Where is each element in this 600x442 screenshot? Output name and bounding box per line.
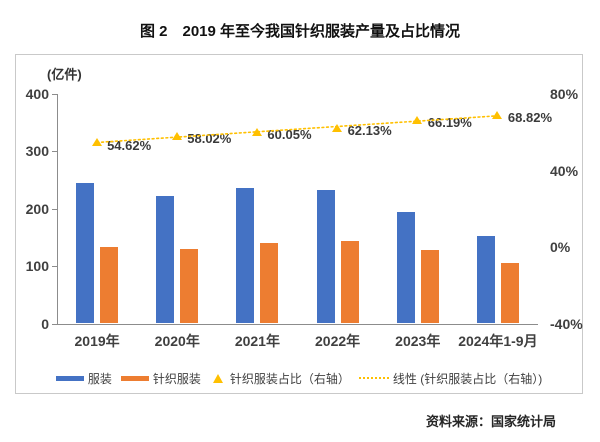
bar-fuzhuang xyxy=(476,236,495,324)
legend-label: 针织服装 xyxy=(152,371,201,386)
bar-zhenzhi-fuzhuang xyxy=(420,250,439,324)
y-axis-tick xyxy=(52,266,57,268)
y-axis-tick xyxy=(52,323,57,325)
legend-item: 针织服装占比（右轴） xyxy=(210,370,350,387)
bar-fuzhuang xyxy=(156,195,175,324)
legend-bar-swatch xyxy=(55,375,84,381)
y-axis-tick xyxy=(52,208,57,210)
bar-zhenzhi-fuzhuang xyxy=(340,240,359,324)
y-axis-line xyxy=(57,94,58,325)
bar-fuzhuang xyxy=(316,190,335,324)
legend-bar-swatch xyxy=(120,375,149,381)
bar-fuzhuang xyxy=(76,182,95,324)
right-axis-tick-label: 0% xyxy=(550,239,571,255)
ratio-triangle-marker xyxy=(332,123,343,132)
x-axis-category-label: 2020年 xyxy=(154,332,200,349)
legend-triangle-icon xyxy=(212,373,223,383)
ratio-data-label: 66.19% xyxy=(427,115,472,131)
ratio-data-label: 58.02% xyxy=(187,131,232,147)
x-axis-category-label: 2023年 xyxy=(395,332,441,349)
ratio-data-label: 60.05% xyxy=(267,127,312,143)
bar-fuzhuang xyxy=(396,212,415,324)
left-axis-unit-label: (亿件) xyxy=(47,67,82,82)
ratio-data-label: 62.13% xyxy=(347,123,392,139)
ratio-triangle-marker xyxy=(91,138,102,147)
legend-dotted-line-swatch xyxy=(358,377,389,379)
ratio-data-label: 68.82% xyxy=(507,110,552,126)
source-note: 资料来源：国家统计局 xyxy=(425,414,556,429)
bar-fuzhuang xyxy=(236,188,255,324)
bar-zhenzhi-fuzhuang xyxy=(180,248,199,324)
legend-label: 针织服装占比（右轴） xyxy=(229,371,350,386)
legend-item: 针织服装 xyxy=(120,370,201,387)
y-axis-tick xyxy=(52,94,57,95)
legend-item: 线性 (针织服装占比（右轴）) xyxy=(358,370,543,387)
right-axis-tick-label: 40% xyxy=(550,162,579,179)
y-axis-tick xyxy=(52,151,57,153)
bar-zhenzhi-fuzhuang xyxy=(260,242,279,324)
bar-zhenzhi-fuzhuang xyxy=(100,246,119,324)
ratio-triangle-marker xyxy=(251,127,262,136)
ratio-triangle-marker xyxy=(171,131,182,140)
y-axis-tick-label: 400 xyxy=(25,86,49,102)
ratio-triangle-marker xyxy=(492,110,503,119)
legend-label: 线性 (针织服装占比（右轴）) xyxy=(392,371,543,386)
x-axis-category-label: 2022年 xyxy=(315,332,361,349)
right-axis-tick-label: -40% xyxy=(550,315,583,332)
chart-area: (亿件) 服装 针织服装 针织服装占比（右轴） 线性 (针织服装占比（右轴）) 400… xyxy=(15,54,583,394)
x-axis-category-label: 2021年 xyxy=(234,332,280,349)
legend-item: 服装 xyxy=(55,370,112,387)
right-axis-tick-label: 80% xyxy=(550,86,579,102)
x-axis-category-label: 2024年1-9月 xyxy=(458,332,538,349)
x-axis-category-label: 2019年 xyxy=(74,332,120,349)
y-axis-tick-label: 200 xyxy=(25,200,49,217)
ratio-triangle-marker xyxy=(412,115,423,124)
x-axis-line xyxy=(57,323,538,325)
legend-label: 服装 xyxy=(87,371,112,386)
y-axis-tick-label: 0 xyxy=(41,315,49,332)
bar-zhenzhi-fuzhuang xyxy=(500,263,519,324)
legend: 服装 针织服装 针织服装占比（右轴） 线性 (针织服装占比（右轴）) xyxy=(16,368,582,388)
ratio-data-label: 54.62% xyxy=(107,137,152,153)
y-axis-tick-label: 300 xyxy=(25,143,49,160)
chart-title: 图 2 2019 年至今我国针织服装产量及占比情况 xyxy=(139,23,461,40)
y-axis-tick-label: 100 xyxy=(25,258,49,275)
